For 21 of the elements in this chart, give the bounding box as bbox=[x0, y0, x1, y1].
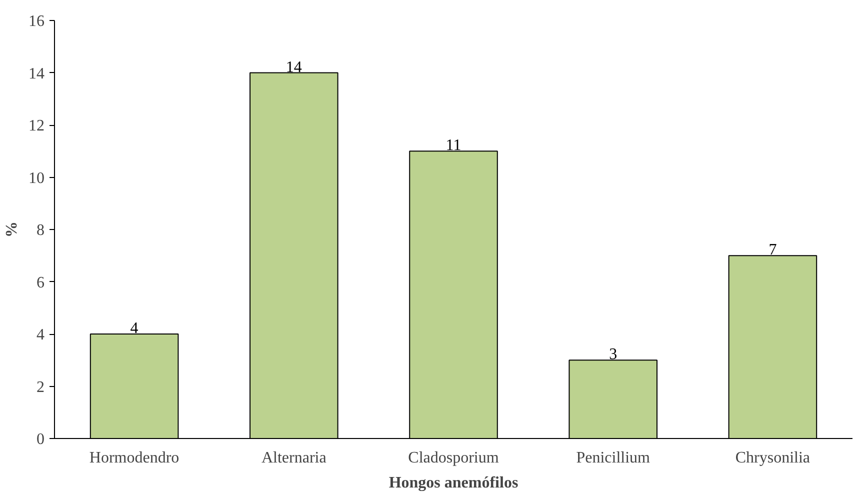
y-axis-title: % bbox=[4, 222, 20, 238]
y-tick-label: 6 bbox=[36, 274, 44, 292]
x-tick-label: Cladosporium bbox=[408, 450, 500, 466]
y-tick-label: 2 bbox=[36, 378, 44, 396]
y-tick-label: 4 bbox=[36, 326, 44, 344]
data-label: 3 bbox=[609, 346, 618, 364]
y-tick-label: 10 bbox=[28, 170, 44, 187]
data-label: 14 bbox=[286, 58, 302, 76]
y-tick-label: 14 bbox=[28, 65, 44, 82]
data-label: 4 bbox=[130, 320, 138, 337]
y-tick-label: 0 bbox=[36, 431, 44, 448]
x-tick-label: Alternaria bbox=[261, 450, 326, 466]
data-label: 7 bbox=[768, 242, 777, 259]
x-axis-title: Hongos anemófilos bbox=[388, 474, 518, 492]
y-tick-label: 16 bbox=[28, 13, 44, 30]
x-tick-label: Hormodendro bbox=[89, 450, 180, 466]
y-tick-label: 12 bbox=[28, 118, 44, 134]
y-tick-label: 8 bbox=[36, 222, 44, 239]
x-tick-label: Penicillium bbox=[576, 450, 651, 466]
x-tick-label: Chrysonilia bbox=[735, 450, 810, 466]
data-label: 11 bbox=[446, 137, 462, 154]
